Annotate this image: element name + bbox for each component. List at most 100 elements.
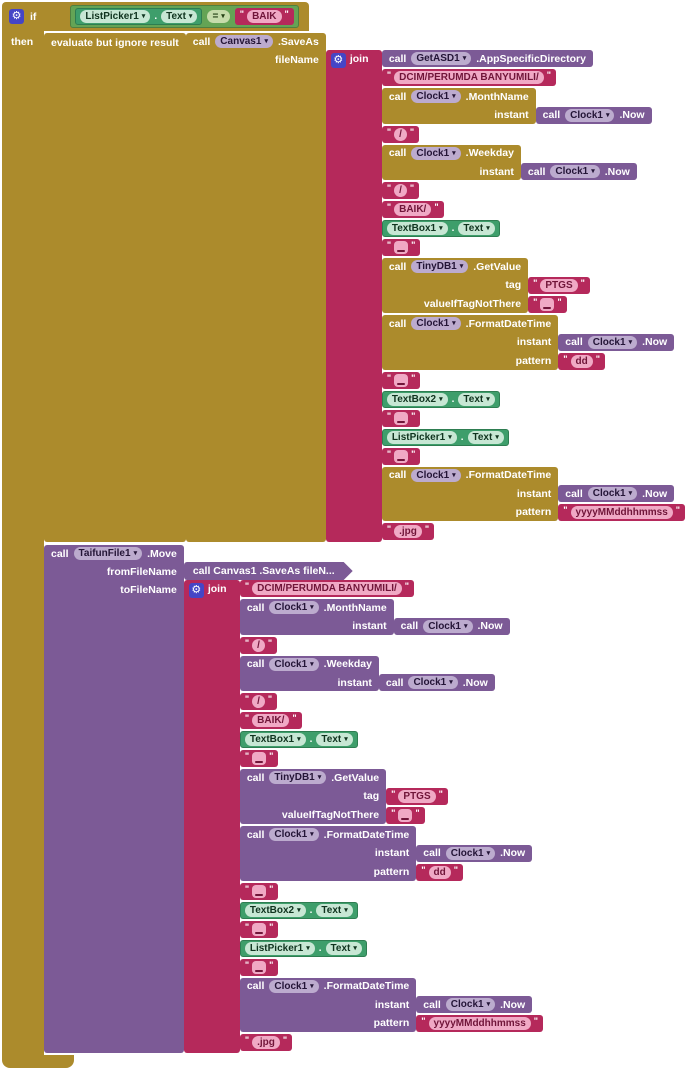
call-block-header[interactable]: call Clock1 ▾ .Weekday	[381, 144, 521, 162]
text-string-block[interactable]: " BAIK/"	[381, 201, 444, 218]
text-string-block[interactable]: " dd "	[558, 352, 606, 370]
getter-textbox2-text[interactable]: TextBox2 ▾. Text ▾	[239, 901, 358, 919]
text-string-block[interactable]: " .jpg "	[239, 1034, 293, 1051]
clock1-dropdown[interactable]: Clock1 ▾	[445, 998, 496, 1011]
text-string-block[interactable]: " PTGS "	[386, 788, 448, 805]
clock1-dropdown[interactable]: Clock1 ▾	[411, 90, 461, 103]
text-string-block[interactable]: " BAIK "	[234, 8, 294, 25]
join-block[interactable]: ⚙ join " DCIM/PERUMDA BANYUMILI/" call Clock1…	[183, 580, 544, 1053]
clock1-dropdown[interactable]: Clock1 ▾	[423, 619, 473, 633]
clock1-dropdown[interactable]: Clock1 ▾	[269, 601, 319, 614]
evaluate-ignore-block[interactable]: evaluate but ignore result call Canvas1 ▾ .S…	[44, 33, 686, 542]
call-block-header[interactable]: call Clock1 ▾ .MonthName	[381, 88, 536, 105]
call-clock1-now-block[interactable]: call Clock1 ▾ .Now	[378, 674, 495, 691]
clock1-dropdown[interactable]: Clock1 ▾	[411, 146, 461, 160]
clock1-dropdown[interactable]: Clock1 ▾	[445, 846, 496, 860]
mutator-gear-icon[interactable]: ⚙	[188, 583, 204, 598]
call-clock1-weekday-block[interactable]: call Clock1 ▾ .Weekday instant call Clock1 ▾ .No…	[239, 655, 495, 691]
clock1-dropdown[interactable]: Clock1 ▾	[408, 676, 458, 689]
textbox2-dropdown[interactable]: TextBox2 ▾	[386, 392, 448, 406]
mutator-gear-icon[interactable]: ⚙	[9, 9, 24, 24]
string-value-field[interactable]	[394, 373, 409, 387]
call-clock1-now-block[interactable]: call Clock1 ▾ .Now	[520, 163, 637, 180]
string-value-field[interactable]	[252, 922, 267, 936]
call-block-header[interactable]: call Clock1 ▾ .FormatDateTime	[381, 466, 559, 484]
clock1-dropdown[interactable]: Clock1 ▾	[587, 335, 638, 349]
text-string-block[interactable]: " BAIK/"	[239, 712, 302, 729]
string-value-field[interactable]	[252, 884, 267, 898]
join-block-body[interactable]: ⚙ join	[325, 50, 382, 542]
getasd1-dropdown[interactable]: GetASD1 ▾	[411, 52, 472, 65]
call-block-header[interactable]: call TinyDB1 ▾ .GetValue	[381, 258, 529, 275]
call-clock1-monthname-block[interactable]: call Clock1 ▾ .MonthName instant call Clock1 ▾.…	[381, 88, 652, 124]
getter-textbox2-text[interactable]: TextBox2 ▾. Text ▾	[381, 390, 500, 408]
text-string-block[interactable]: " DCIM/PERUMDA BANYUMILI/"	[381, 69, 557, 86]
compare-op-dropdown[interactable]: = ▾	[207, 10, 230, 23]
clock1-dropdown[interactable]: Clock1 ▾	[565, 108, 615, 122]
text-string-block[interactable]: " .jpg "	[381, 523, 435, 540]
mutator-gear-icon[interactable]: ⚙	[330, 53, 346, 68]
textbox1-dropdown[interactable]: TextBox1 ▾	[386, 222, 448, 235]
text-string-block[interactable]: " "	[239, 750, 279, 767]
text-string-block[interactable]: " "	[528, 296, 567, 313]
text-string-block[interactable]: " / "	[239, 636, 278, 654]
clock1-dropdown[interactable]: Clock1 ▾	[269, 657, 319, 671]
text-string-block[interactable]: " PTGS "	[528, 277, 590, 294]
call-taifunfile1-move-block[interactable]: call TaifunFile1 ▾ .Move fromFileName call Ca…	[44, 545, 544, 1053]
text-string-block[interactable]: " / "	[381, 125, 420, 143]
call-clock1-now-block[interactable]: call Clock1 ▾ .Now	[416, 844, 533, 862]
collapsed-canvas-saveas-block[interactable]: call Canvas1 .SaveAs fileN...	[184, 562, 353, 580]
listpicker1-dropdown[interactable]: ListPicker1 ▾	[80, 10, 151, 23]
call-clock1-formatdatetime-block[interactable]: call Clock1 ▾ .FormatDateTime instant call Clo…	[381, 315, 675, 370]
call-block-header[interactable]: call Canvas1 ▾ .SaveAs	[185, 33, 326, 50]
join-block[interactable]: ⚙ join call GetASD1 ▾ .AppSpecificDirectory " D…	[325, 50, 686, 542]
if-block-header[interactable]: ⚙ if ListPicker1 ▾. Text ▾ = ▾ " BAIK "	[2, 2, 309, 31]
call-block-header[interactable]: call TinyDB1 ▾ .GetValue	[239, 769, 387, 786]
text-string-block[interactable]: " "	[381, 239, 421, 256]
call-clock1-now-block[interactable]: call Clock1 ▾ .Now	[416, 996, 533, 1013]
textbox2-dropdown[interactable]: TextBox2 ▾	[244, 903, 306, 917]
string-value-field[interactable]	[398, 809, 413, 822]
getter-listpicker1-text[interactable]: ListPicker1 ▾. Text ▾	[75, 8, 203, 25]
call-block-header[interactable]: call TaifunFile1 ▾ .Move	[44, 545, 184, 562]
string-value-field[interactable]	[394, 411, 409, 425]
call-block-header[interactable]: call Clock1 ▾ .FormatDateTime	[381, 315, 559, 332]
text-dropdown[interactable]: Text ▾	[161, 10, 198, 23]
text-dropdown[interactable]: Text ▾	[467, 430, 504, 444]
text-string-block[interactable]: " "	[381, 409, 421, 427]
call-clock1-formatdatetime-block[interactable]: call Clock1 ▾ .FormatDateTime instant call Clo…	[239, 826, 533, 881]
string-value-field[interactable]	[394, 241, 409, 254]
join-block-body[interactable]: ⚙ join	[183, 580, 240, 1053]
text-string-block[interactable]: " yyyyMMddhhmmss "	[558, 504, 686, 521]
text-string-block[interactable]: " "	[386, 807, 425, 824]
text-string-block[interactable]: " "	[239, 920, 279, 938]
call-clock1-now-block[interactable]: call Clock1 ▾ .Now	[558, 333, 675, 351]
clock1-dropdown[interactable]: Clock1 ▾	[411, 468, 461, 482]
logic-compare-block[interactable]: ListPicker1 ▾. Text ▾ = ▾ " BAIK "	[70, 5, 299, 28]
call-clock1-monthname-block[interactable]: call Clock1 ▾ .MonthName instant call Clock1 ▾.…	[239, 599, 510, 635]
call-clock1-now-block[interactable]: call Clock1 ▾ .Now	[393, 617, 510, 635]
text-string-block[interactable]: " "	[381, 447, 421, 465]
text-string-block[interactable]: " / "	[381, 182, 420, 199]
text-string-block[interactable]: " "	[239, 958, 279, 976]
text-string-block[interactable]: " dd "	[416, 863, 464, 881]
call-clock1-now-block[interactable]: call Clock1 ▾ .Now	[558, 485, 675, 502]
clock1-dropdown[interactable]: Clock1 ▾	[411, 317, 461, 330]
getter-textbox1-text[interactable]: TextBox1 ▾. Text ▾	[381, 220, 500, 237]
listpicker1-dropdown[interactable]: ListPicker1 ▾	[386, 430, 457, 444]
text-string-block[interactable]: " "	[239, 882, 279, 900]
call-getasd1-appspecificdirectory-block[interactable]: call GetASD1 ▾ .AppSpecificDirectory	[381, 50, 593, 67]
text-dropdown[interactable]: Text ▾	[325, 941, 362, 955]
call-block-header[interactable]: call Clock1 ▾ .FormatDateTime	[239, 977, 417, 995]
text-string-block[interactable]: " "	[381, 371, 421, 389]
call-clock1-weekday-block[interactable]: call Clock1 ▾ .Weekday instant call Clock1 ▾ .No…	[381, 144, 637, 180]
taifunfile1-dropdown[interactable]: TaifunFile1 ▾	[73, 547, 143, 560]
getter-listpicker1-text[interactable]: ListPicker1 ▾. Text ▾	[381, 428, 509, 446]
clock1-dropdown[interactable]: Clock1 ▾	[269, 828, 319, 841]
call-tinydb1-getvalue-block[interactable]: call TinyDB1 ▾ .GetValue tag " PTGS " valueIfTag…	[239, 769, 448, 824]
call-clock1-now-block[interactable]: call Clock1 ▾ .Now	[535, 106, 652, 124]
getter-listpicker1-text[interactable]: ListPicker1 ▾. Text ▾	[239, 939, 367, 957]
string-value-field[interactable]	[540, 298, 555, 311]
string-value-field[interactable]	[252, 960, 267, 974]
